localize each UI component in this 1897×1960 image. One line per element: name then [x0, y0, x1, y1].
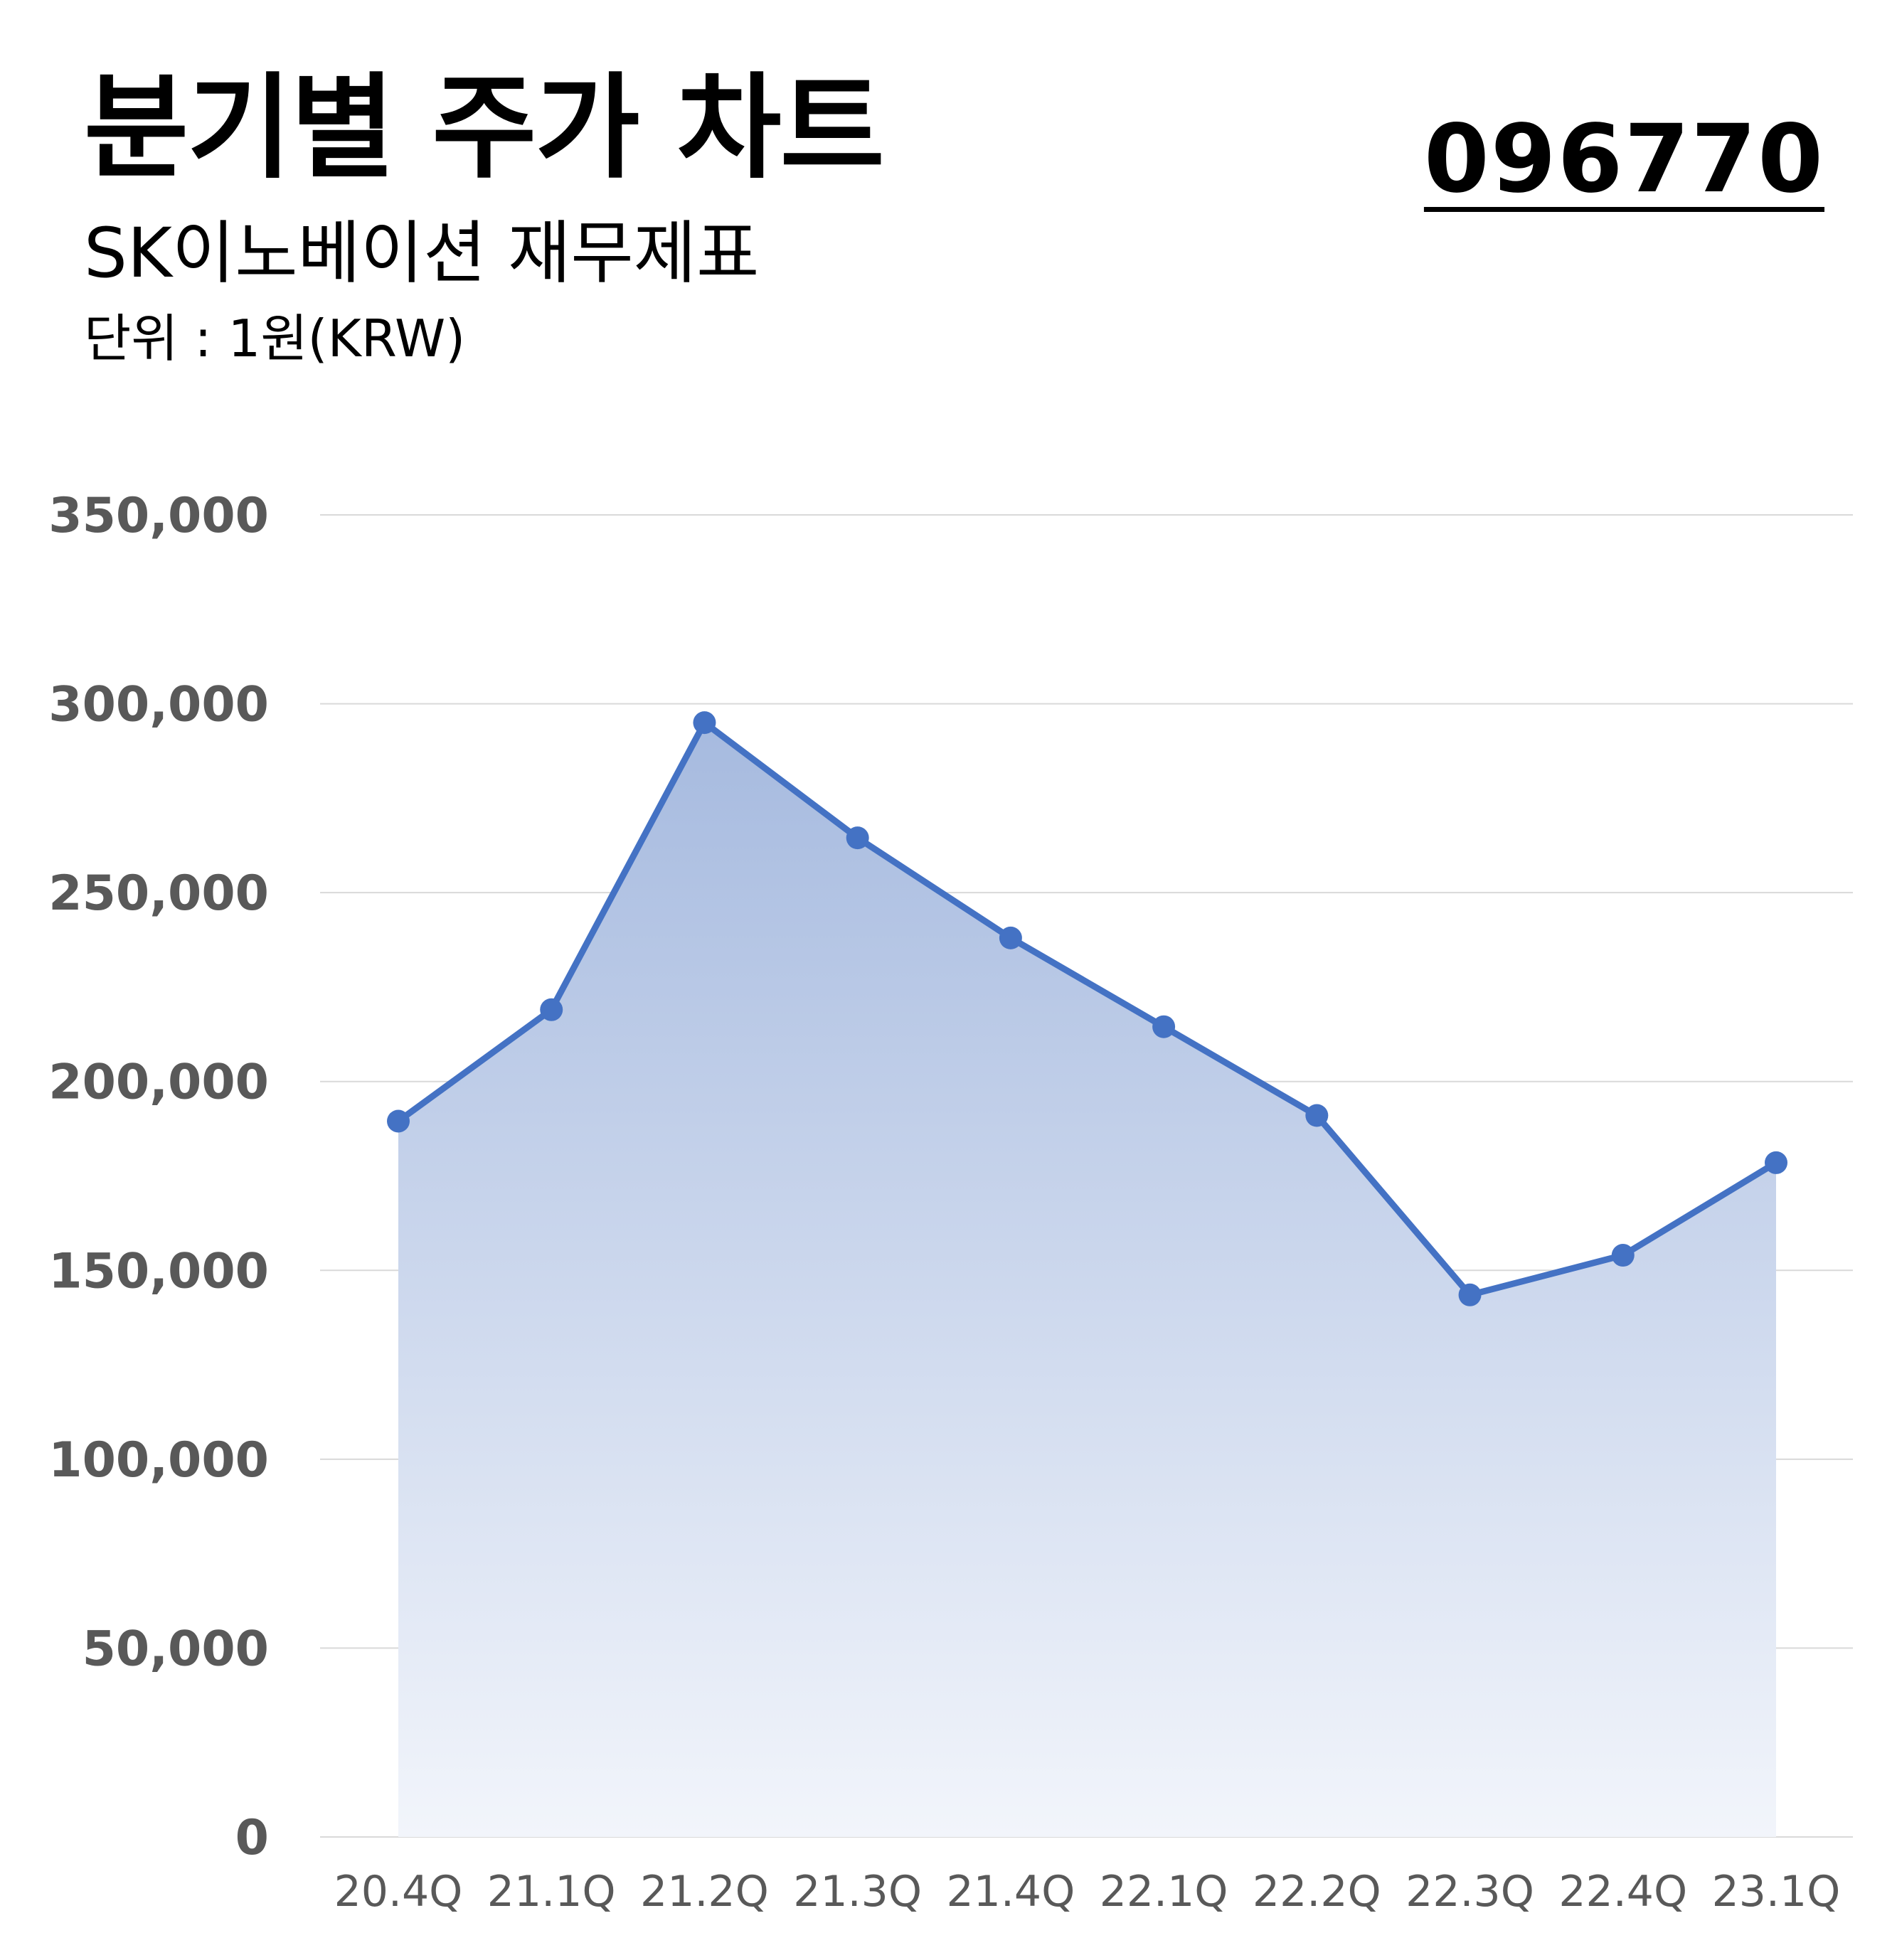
data-point	[387, 1109, 410, 1133]
series-line-path	[395, 719, 1780, 1299]
x-tick-label: 20.4Q	[334, 1867, 463, 1917]
y-tick-label: 150,000	[48, 1243, 269, 1299]
series-line	[395, 719, 1780, 1299]
unit-label: 단위 : 1원(KRW)	[84, 309, 466, 368]
y-tick-label: 250,000	[48, 866, 269, 922]
y-tick-label: 200,000	[48, 1055, 269, 1111]
y-tick-label: 300,000	[48, 677, 269, 733]
data-point	[846, 826, 869, 850]
y-tick-label: 50,000	[83, 1621, 269, 1677]
data-point	[1152, 1015, 1176, 1038]
data-point	[693, 711, 716, 735]
x-tick-label: 21.4Q	[946, 1867, 1075, 1917]
x-tick-label: 22.4Q	[1558, 1867, 1687, 1917]
data-points	[387, 711, 1787, 1306]
x-tick-label: 21.2Q	[640, 1867, 769, 1917]
data-point	[1305, 1104, 1329, 1127]
data-point	[540, 998, 563, 1021]
chart-subtitle: SK이노베이션 재무제표	[84, 213, 760, 293]
x-tick-label: 21.3Q	[793, 1867, 922, 1917]
chart-title: 분기별 주가 차트	[84, 61, 885, 194]
x-tick-label: 23.1Q	[1712, 1867, 1841, 1917]
x-tick-label: 22.2Q	[1253, 1867, 1381, 1917]
x-axis-ticks: 20.4Q 21.1Q 21.2Q 21.3Q 21.4Q 22.1Q 22.2Q 22.3Q…	[334, 1867, 1841, 1917]
y-tick-label: 350,000	[48, 488, 269, 544]
area-fill	[398, 723, 1776, 1837]
y-axis-ticks: 0 50,000 100,000 150,000 200,000 250,000 300,0…	[48, 488, 269, 1866]
x-tick-label: 21.1Q	[487, 1867, 616, 1917]
x-tick-label: 22.3Q	[1406, 1867, 1534, 1917]
data-point	[1611, 1244, 1635, 1267]
data-point	[999, 926, 1022, 949]
data-point	[1458, 1283, 1482, 1306]
x-tick-label: 22.1Q	[1100, 1867, 1228, 1917]
y-tick-label: 100,000	[48, 1432, 269, 1488]
ticker-code: 096770	[1423, 105, 1824, 214]
data-point	[1765, 1151, 1787, 1174]
y-tick-label: 0	[235, 1810, 269, 1866]
area-fill-shape	[398, 723, 1776, 1837]
